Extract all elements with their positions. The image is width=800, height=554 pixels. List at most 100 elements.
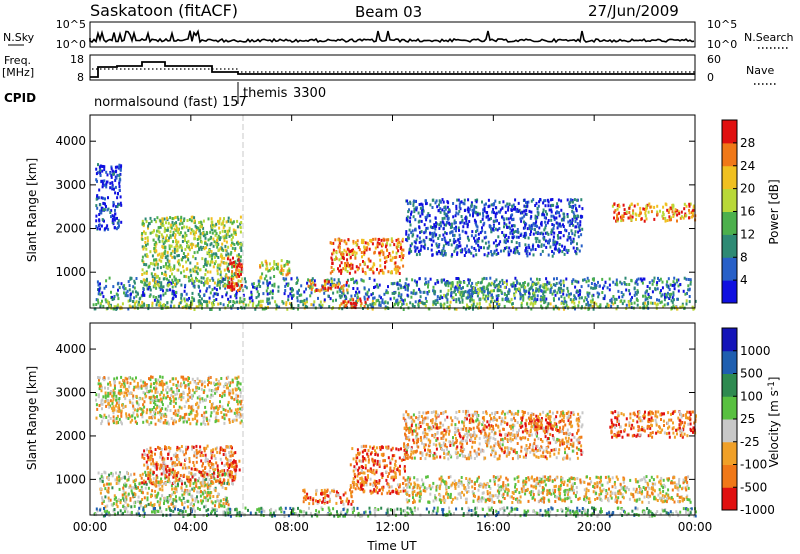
- scatter-cell: [333, 283, 336, 287]
- scatter-cell: [676, 213, 679, 217]
- scatter-cell: [433, 291, 436, 295]
- scatter-cell: [236, 219, 239, 223]
- scatter-cell: [171, 492, 174, 496]
- scatter-cell: [101, 291, 104, 295]
- scatter-cell: [185, 225, 188, 229]
- scatter-cell: [111, 400, 114, 404]
- scatter-cell: [333, 258, 336, 261]
- scatter-cell: [116, 165, 119, 169]
- scatter-cell: [162, 303, 165, 307]
- scatter-cell: [376, 267, 378, 271]
- scatter-cell: [650, 210, 653, 214]
- scatter-cell: [203, 484, 206, 488]
- scatter-cell: [198, 229, 201, 233]
- scatter-cell: [510, 209, 513, 212]
- scatter-cell: [666, 295, 669, 299]
- scatter-cell: [256, 290, 259, 294]
- scatter-cell: [240, 267, 243, 271]
- scatter-cell: [115, 482, 118, 485]
- scatter-cell: [217, 263, 220, 267]
- scatter-cell: [109, 498, 112, 502]
- scatter-cell: [342, 284, 345, 288]
- scatter-cell: [576, 289, 579, 293]
- scatter-cell: [483, 221, 486, 225]
- scatter-cell: [457, 212, 460, 216]
- scatter-cell: [189, 268, 192, 272]
- scatter-cell: [418, 240, 421, 244]
- scatter-cell: [450, 222, 453, 226]
- scatter-cell: [569, 238, 572, 242]
- scatter-cell: [661, 286, 664, 290]
- scatter-cell: [118, 165, 121, 169]
- scatter-cell: [556, 205, 559, 209]
- scatter-cell: [538, 287, 541, 291]
- scatter-cell: [118, 381, 121, 385]
- scatter-cell: [553, 223, 555, 227]
- scatter-cell: [191, 246, 193, 250]
- scatter-cell: [171, 220, 174, 224]
- scatter-cell: [221, 242, 224, 246]
- scatter-cell: [480, 289, 483, 293]
- scatter-cell: [481, 229, 484, 233]
- scatter-cell: [438, 243, 441, 246]
- scatter-cell: [137, 495, 140, 499]
- scatter-cell: [488, 217, 491, 221]
- scatter-cell: [203, 294, 206, 297]
- scatter-cell: [209, 230, 212, 234]
- scatter-cell: [161, 235, 164, 239]
- scatter-cell: [176, 215, 179, 219]
- scatter-cell: [536, 237, 539, 241]
- scatter-cell: [143, 283, 146, 287]
- scatter-cell: [395, 299, 398, 303]
- scatter-cell: [349, 255, 352, 259]
- scatter-cell: [642, 207, 645, 211]
- scatter-cell: [373, 263, 376, 267]
- scatter-cell: [414, 218, 417, 222]
- scatter-cell: [471, 208, 474, 212]
- scatter-cell: [118, 224, 120, 228]
- scatter-cell: [272, 266, 274, 270]
- scatter-cell: [519, 211, 522, 215]
- scatter-cell: [216, 245, 219, 249]
- scatter-cell: [176, 254, 179, 258]
- scatter-cell: [177, 217, 180, 221]
- scatter-cell: [478, 212, 481, 216]
- scatter-cell: [508, 225, 511, 229]
- scatter-cell: [467, 198, 470, 202]
- scatter-cell: [476, 213, 479, 217]
- scatter-cell: [612, 302, 615, 306]
- scatter-cell: [496, 302, 498, 306]
- scatter-cell: [199, 397, 201, 401]
- scatter-cell: [592, 286, 595, 290]
- scatter-cell: [285, 282, 288, 286]
- scatter-cell: [127, 280, 130, 284]
- scatter-cell: [99, 292, 102, 296]
- scatter-cell: [150, 493, 153, 497]
- scatter-cell: [142, 247, 145, 251]
- scatter-cell: [177, 228, 180, 231]
- scatter-cell: [508, 221, 511, 225]
- scatter-cell: [237, 375, 240, 379]
- scatter-cell: [198, 268, 201, 272]
- scatter-cell: [629, 214, 632, 218]
- scatter-cell: [172, 411, 175, 415]
- scatter-cell: [368, 247, 371, 251]
- scatter-cell: [114, 170, 117, 174]
- scatter-cell: [94, 307, 97, 311]
- scatter-cell: [306, 300, 308, 304]
- scatter-cell: [125, 483, 128, 487]
- scatter-cell: [128, 284, 131, 287]
- scatter-cell: [628, 292, 631, 296]
- scatter-cell: [111, 187, 114, 191]
- scatter-cell: [653, 276, 656, 280]
- scatter-cell: [209, 494, 212, 498]
- scatter-cell: [340, 256, 343, 260]
- scatter-cell: [545, 277, 548, 281]
- scatter-cell: [479, 281, 482, 285]
- scatter-cell: [326, 288, 329, 292]
- scatter-cell: [406, 285, 409, 288]
- scatter-cell: [252, 301, 255, 305]
- scatter-cell: [276, 304, 279, 308]
- scatter-cell: [503, 281, 506, 284]
- scatter-cell: [100, 473, 103, 477]
